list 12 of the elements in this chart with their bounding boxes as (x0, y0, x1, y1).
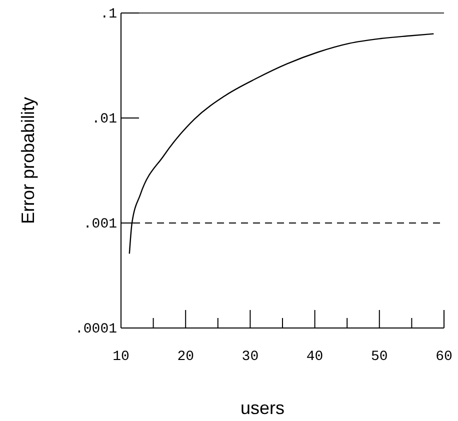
x-axis-title: users (240, 398, 285, 418)
x-tick-label: 60 (436, 348, 452, 365)
y-tick-label: .001 (83, 216, 117, 232)
y-tick-label: .01 (92, 111, 117, 128)
x-tick-label: 50 (370, 348, 388, 365)
y-tick-label: .0001 (74, 321, 117, 338)
y-axis-title: Error probability (18, 96, 38, 224)
x-tick-label: 40 (306, 348, 324, 365)
x-tick-label: 20 (177, 348, 194, 365)
x-tick-label: 30 (242, 348, 259, 365)
x-tick-label: 10 (112, 348, 130, 365)
y-tick-label: .1 (100, 6, 117, 22)
